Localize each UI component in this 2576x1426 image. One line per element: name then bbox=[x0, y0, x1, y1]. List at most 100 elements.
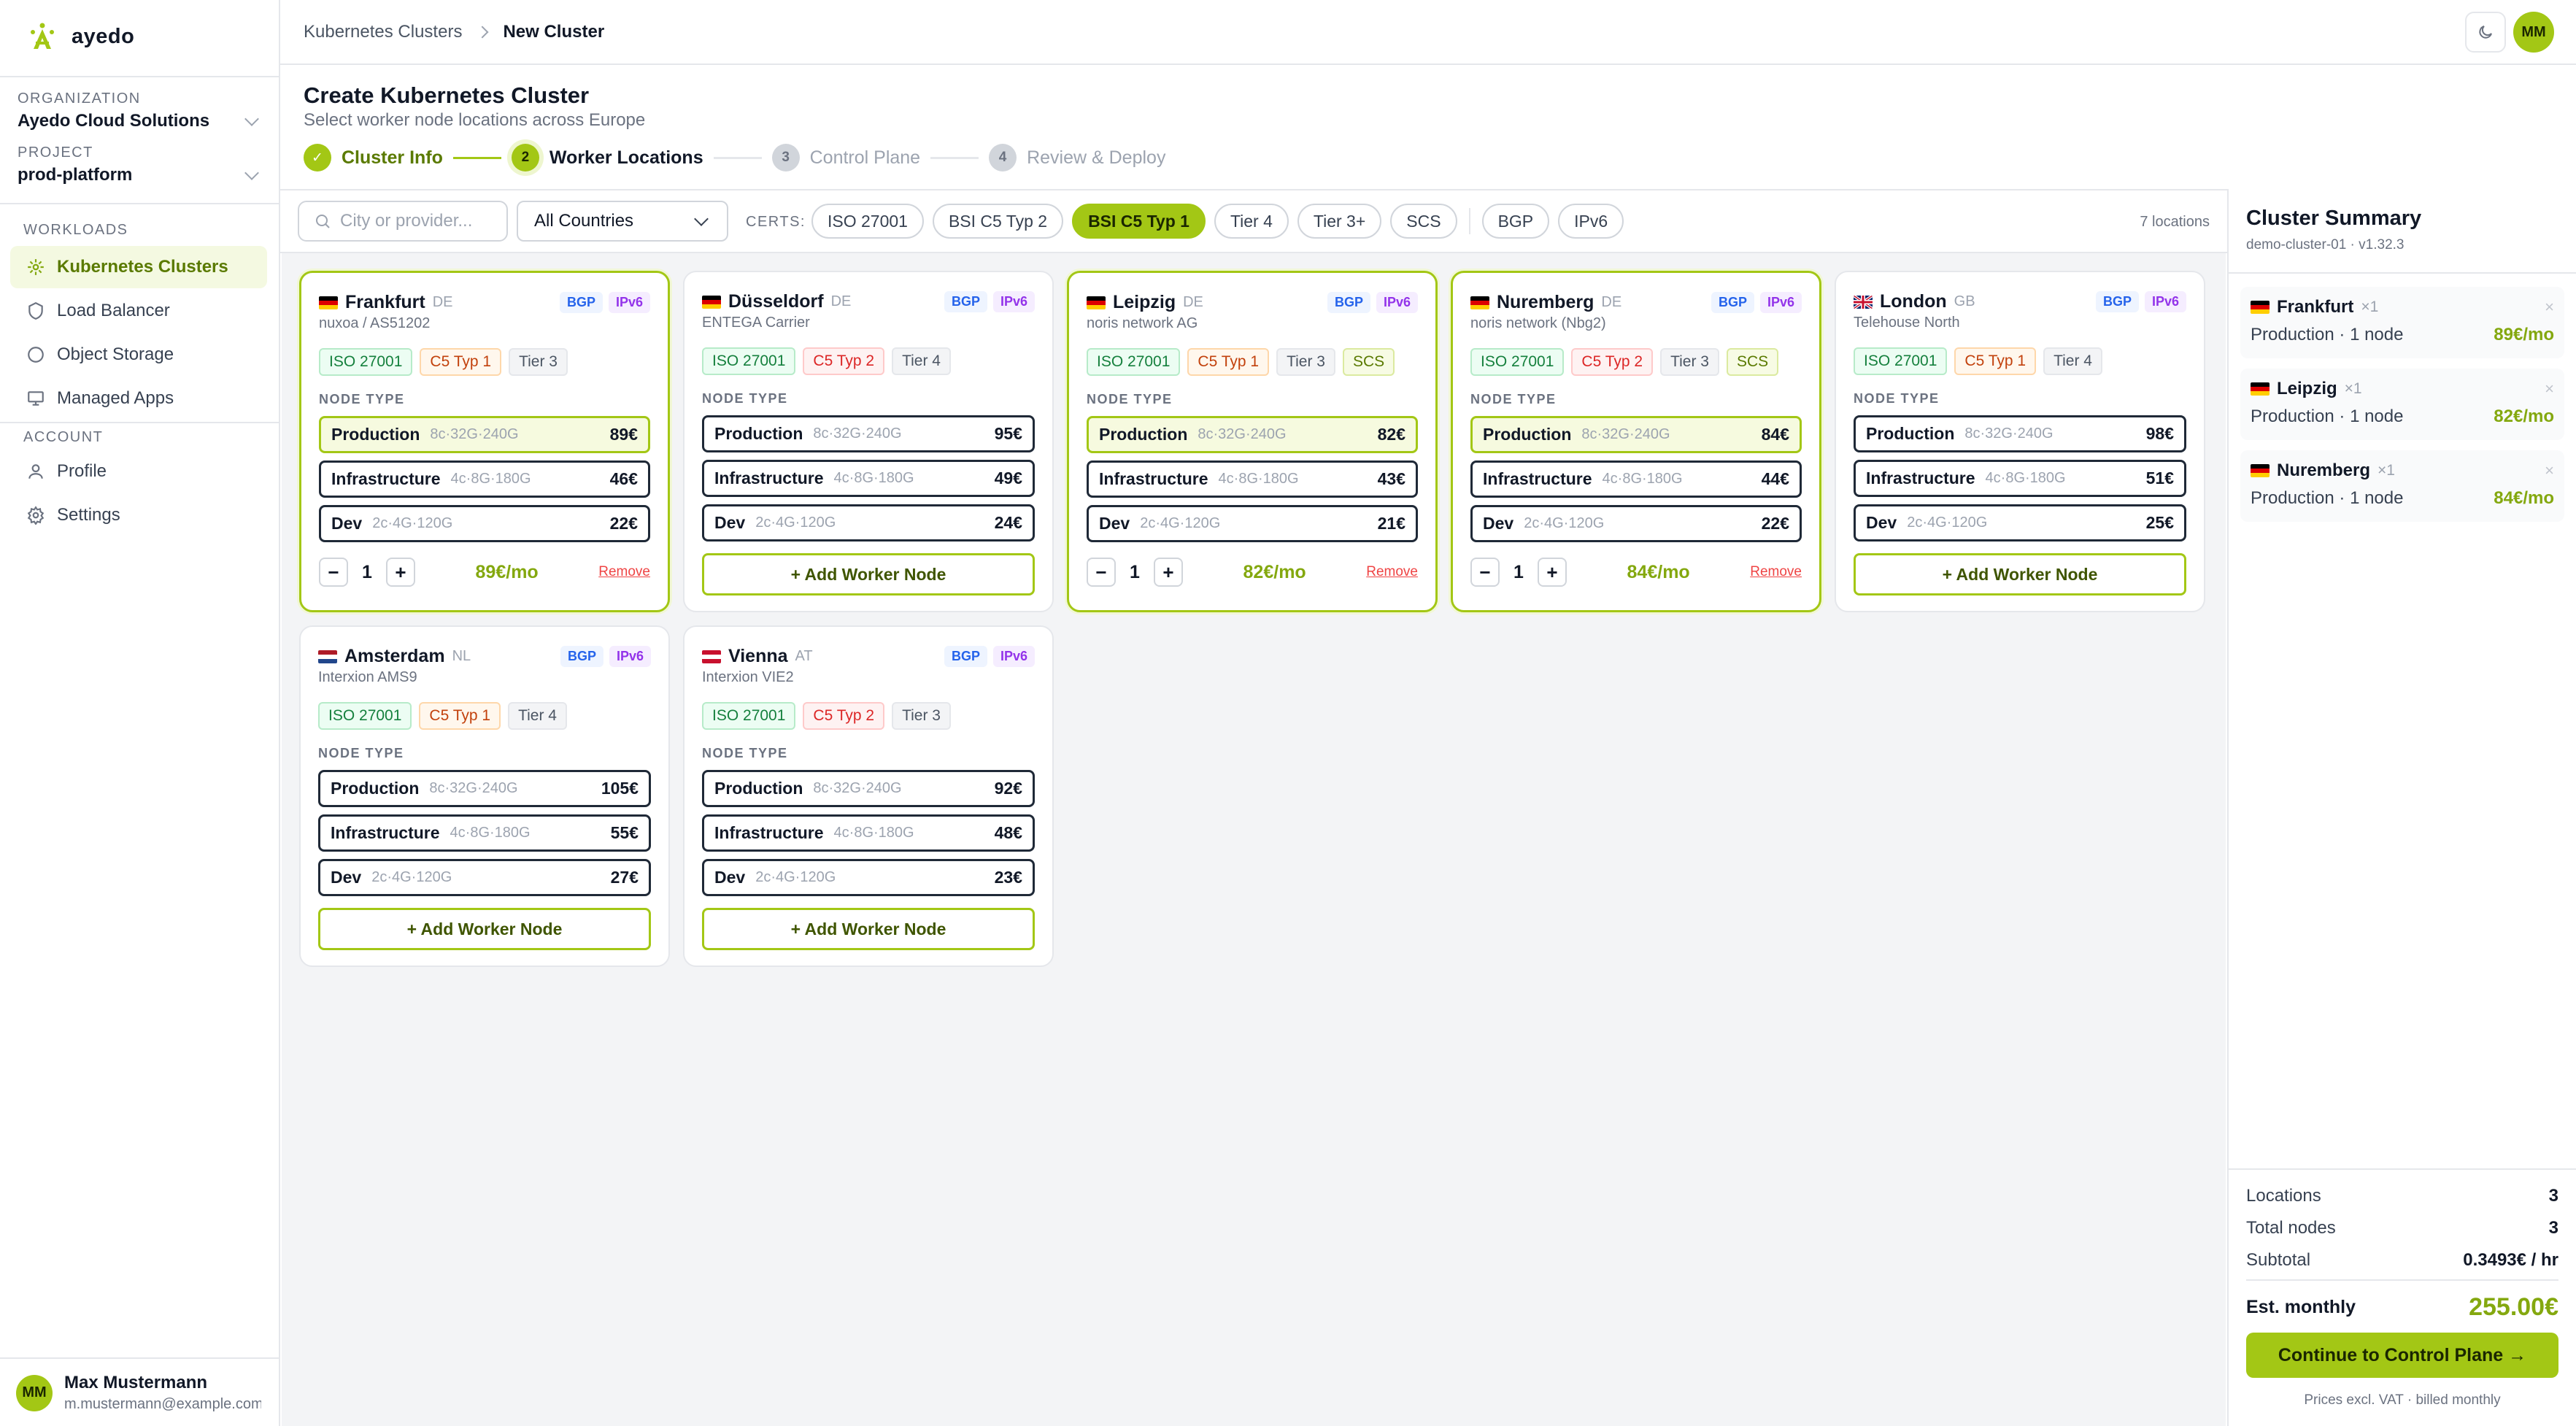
summary-label: Subtotal bbox=[2246, 1250, 2311, 1270]
node-option-production[interactable]: Production 8c·32G·240G 84€ bbox=[1470, 416, 1802, 453]
node-option-dev[interactable]: Dev 2c·4G·120G 22€ bbox=[1470, 505, 1802, 542]
chip-ipv6[interactable]: IPv6 bbox=[1558, 204, 1624, 239]
node-price: 24€ bbox=[994, 513, 1022, 532]
continue-button[interactable]: Continue to Control Plane → bbox=[2246, 1333, 2558, 1378]
chip-divider bbox=[1468, 208, 1470, 234]
search-input[interactable] bbox=[340, 211, 493, 231]
location-card-vienna[interactable]: Vienna AT BGP IPv6 Interxion VIE2 ISO 27001 C5… bbox=[683, 625, 1054, 967]
location-card-frankfurt[interactable]: Frankfurt DE BGP IPv6 nuxoa / AS51202 ISO 270… bbox=[299, 271, 670, 612]
sidebar-item-settings[interactable]: Settings bbox=[10, 494, 267, 536]
user-profile[interactable]: MM Max Mustermann m.mustermann@example.c… bbox=[16, 1373, 264, 1413]
location-card-nuremberg[interactable]: Nuremberg DE BGP IPv6 noris network (Nbg2) IS… bbox=[1451, 271, 1821, 612]
theme-toggle-button[interactable] bbox=[2465, 12, 2506, 53]
project-selector[interactable]: prod-platform bbox=[18, 165, 261, 185]
close-icon[interactable]: × bbox=[2545, 379, 2554, 398]
summary-detail: Production · 1 node bbox=[2251, 406, 2404, 426]
node-option-dev[interactable]: Dev 2c·4G·120G 24€ bbox=[702, 504, 1035, 542]
country-select[interactable]: All Countries bbox=[517, 201, 728, 242]
close-icon[interactable]: × bbox=[2545, 461, 2554, 479]
decrement-button[interactable]: − bbox=[319, 558, 348, 587]
sidebar-item-load-balancer[interactable]: Load Balancer bbox=[10, 290, 267, 332]
location-count: 7 locations bbox=[2140, 214, 2210, 230]
node-option-infrastructure[interactable]: Infrastructure 4c·8G·180G 55€ bbox=[318, 814, 651, 852]
network-badges: BGP IPv6 bbox=[2095, 291, 2186, 312]
add-worker-node-button[interactable]: + Add Worker Node bbox=[702, 553, 1035, 596]
node-option-infrastructure[interactable]: Infrastructure 4c·8G·180G 51€ bbox=[1854, 460, 2186, 497]
sidebar-item-object-storage[interactable]: Object Storage bbox=[10, 334, 267, 376]
node-price: 21€ bbox=[1377, 514, 1405, 533]
sidebar-item-kubernetes-clusters[interactable]: Kubernetes Clusters bbox=[10, 246, 267, 288]
node-option-infrastructure[interactable]: Infrastructure 4c·8G·180G 43€ bbox=[1087, 460, 1418, 498]
location-card-düsseldorf[interactable]: Düsseldorf DE BGP IPv6 ENTEGA Carrier ISO 270… bbox=[683, 271, 1054, 612]
node-option-production[interactable]: Production 8c·32G·240G 98€ bbox=[1854, 415, 2186, 452]
chevron-down-icon bbox=[244, 166, 259, 180]
network-badges: BGP IPv6 bbox=[560, 646, 651, 667]
decrement-button[interactable]: − bbox=[1470, 558, 1500, 587]
step-connector bbox=[713, 156, 762, 159]
node-spec: 8c·32G·240G bbox=[1198, 426, 1287, 442]
account-label: ACCOUNT bbox=[23, 429, 104, 445]
node-option-production[interactable]: Production 8c·32G·240G 105€ bbox=[318, 770, 651, 807]
card-header: Frankfurt DE BGP IPv6 bbox=[319, 292, 650, 313]
card-header: London GB BGP IPv6 bbox=[1854, 291, 2186, 312]
chip-bsi-c5-typ-1[interactable]: BSI C5 Typ 1 bbox=[1072, 204, 1206, 239]
chip-bsi-c5-typ-2[interactable]: BSI C5 Typ 2 bbox=[932, 204, 1064, 239]
chip-tier-4[interactable]: Tier 4 bbox=[1214, 204, 1289, 239]
location-card-london[interactable]: London GB BGP IPv6 Telehouse North ISO 27001 C… bbox=[1835, 271, 2205, 612]
sidebar-item-managed-apps[interactable]: Managed Apps bbox=[10, 377, 267, 420]
brand-logo[interactable]: ayedo bbox=[26, 22, 134, 51]
summary-title: Cluster Summary bbox=[2246, 207, 2422, 230]
decrement-button[interactable]: − bbox=[1087, 558, 1116, 587]
node-option-dev[interactable]: Dev 2c·4G·120G 21€ bbox=[1087, 505, 1418, 542]
node-option-dev[interactable]: Dev 2c·4G·120G 27€ bbox=[318, 859, 651, 896]
node-option-production[interactable]: Production 8c·32G·240G 89€ bbox=[319, 416, 650, 453]
chip-scs[interactable]: SCS bbox=[1390, 204, 1457, 239]
step-review-deploy[interactable]: 4 Review & Deploy bbox=[989, 144, 1165, 171]
add-worker-node-button[interactable]: + Add Worker Node bbox=[318, 908, 651, 950]
node-option-infrastructure[interactable]: Infrastructure 4c·8G·180G 46€ bbox=[319, 460, 650, 498]
chip-iso-27001[interactable]: ISO 27001 bbox=[811, 204, 924, 239]
node-option-production[interactable]: Production 8c·32G·240G 82€ bbox=[1087, 416, 1418, 453]
breadcrumb-link[interactable]: Kubernetes Clusters bbox=[304, 22, 463, 42]
step-worker-locations[interactable]: 2 Worker Locations bbox=[511, 144, 703, 171]
summary-label: Locations bbox=[2246, 1186, 2321, 1206]
node-price: 43€ bbox=[1377, 469, 1405, 488]
add-worker-node-button[interactable]: + Add Worker Node bbox=[702, 908, 1035, 950]
chip-tier-3-plus[interactable]: Tier 3+ bbox=[1297, 204, 1382, 239]
remove-button[interactable]: Remove bbox=[1366, 564, 1418, 579]
increment-button[interactable]: + bbox=[1538, 558, 1567, 587]
node-type-label: NODE TYPE bbox=[702, 746, 788, 760]
flag-nl-icon bbox=[318, 650, 337, 663]
increment-button[interactable]: + bbox=[386, 558, 415, 587]
node-type-label: NODE TYPE bbox=[1854, 391, 1940, 406]
node-option-production[interactable]: Production 8c·32G·240G 95€ bbox=[702, 415, 1035, 452]
step-control-plane[interactable]: 3 Control Plane bbox=[771, 144, 920, 171]
node-option-infrastructure[interactable]: Infrastructure 4c·8G·180G 48€ bbox=[702, 814, 1035, 852]
step-cluster-info[interactable]: ✓ Cluster Info bbox=[304, 144, 443, 171]
remove-button[interactable]: Remove bbox=[1750, 564, 1802, 579]
remove-button[interactable]: Remove bbox=[598, 564, 650, 579]
node-option-dev[interactable]: Dev 2c·4G·120G 22€ bbox=[319, 505, 650, 542]
user-avatar-button[interactable]: MM bbox=[2513, 12, 2554, 53]
node-option-dev[interactable]: Dev 2c·4G·120G 25€ bbox=[1854, 504, 2186, 542]
node-price: 95€ bbox=[994, 424, 1022, 443]
location-card-leipzig[interactable]: Leipzig DE BGP IPv6 noris network AG ISO 2700… bbox=[1067, 271, 1438, 612]
node-option-production[interactable]: Production 8c·32G·240G 92€ bbox=[702, 770, 1035, 807]
org-selector[interactable]: Ayedo Cloud Solutions bbox=[18, 111, 261, 131]
project-label: PROJECT bbox=[18, 144, 93, 161]
node-name: Infrastructure bbox=[714, 823, 824, 842]
node-name: Infrastructure bbox=[1483, 469, 1592, 488]
location-card-amsterdam[interactable]: Amsterdam NL BGP IPv6 Interxion AMS9 ISO 2700… bbox=[299, 625, 670, 967]
chip-bgp[interactable]: BGP bbox=[1481, 204, 1550, 239]
node-option-infrastructure[interactable]: Infrastructure 4c·8G·180G 44€ bbox=[1470, 460, 1802, 498]
increment-button[interactable]: + bbox=[1154, 558, 1183, 587]
close-icon[interactable]: × bbox=[2545, 298, 2554, 316]
quantity-value: 1 bbox=[362, 561, 372, 582]
node-option-infrastructure[interactable]: Infrastructure 4c·8G·180G 49€ bbox=[702, 460, 1035, 497]
node-option-dev[interactable]: Dev 2c·4G·120G 23€ bbox=[702, 859, 1035, 896]
add-worker-node-button[interactable]: + Add Worker Node bbox=[1854, 553, 2186, 596]
sidebar-item-profile[interactable]: Profile bbox=[10, 450, 267, 493]
city: Leipzig DE bbox=[1087, 292, 1203, 313]
node-price: 89€ bbox=[609, 425, 638, 444]
flag-gb-icon bbox=[1854, 295, 1873, 309]
